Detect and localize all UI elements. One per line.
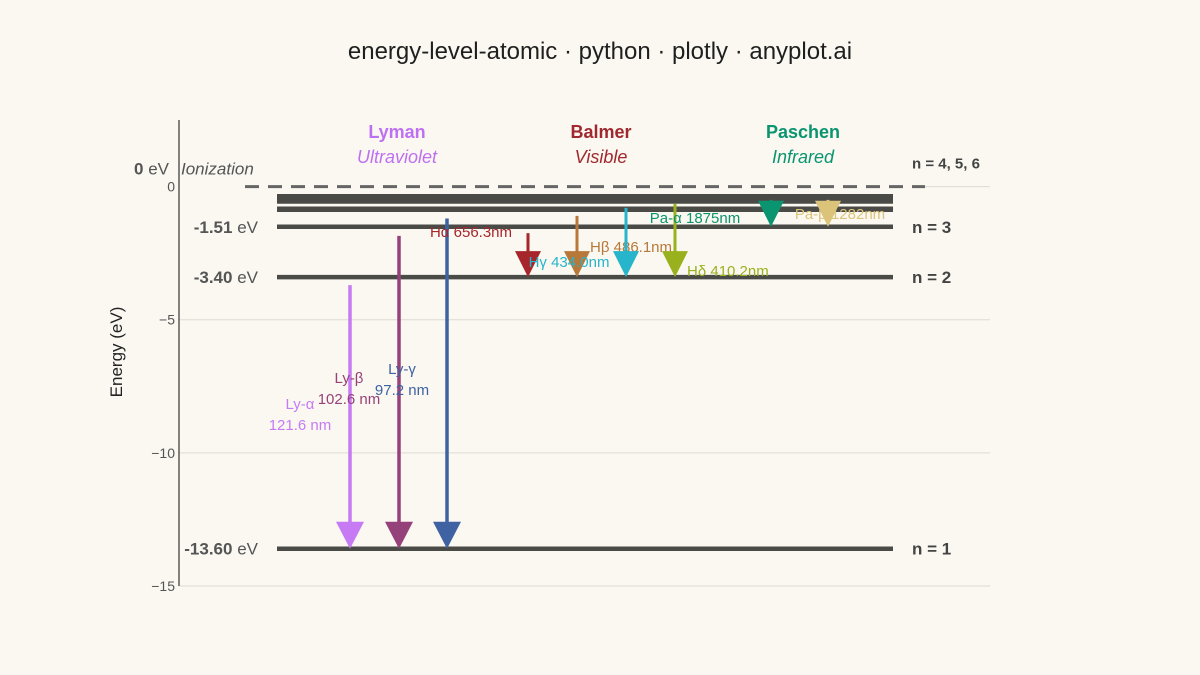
transition-label: Hδ 410.2nm — [687, 263, 769, 280]
ionization-energy-label: 0 eV — [134, 160, 170, 179]
transition-arrow-head — [815, 200, 841, 227]
transition-9: Pa-β 1282nm — [795, 199, 885, 227]
transition-arrow-head — [515, 251, 541, 278]
transition-arrow-head — [385, 521, 413, 549]
transition-wavelength: 102.6 nm — [318, 391, 381, 408]
transition-2: Ly-β 102.6 nm — [318, 235, 413, 549]
series-region-lyman: Ultraviolet — [357, 147, 438, 167]
y-tick-label: −10 — [151, 445, 175, 461]
y-axis: 0 −5 −10 −15 — [151, 120, 180, 594]
transition-8: Pa-α 1875nm — [650, 199, 784, 227]
energy-value: -1.51 — [194, 218, 233, 237]
transition-label: Hγ 434.0nm — [529, 254, 610, 271]
transition-arrow-head — [662, 251, 688, 278]
transition-label: Pa-β 1282nm — [795, 206, 885, 223]
energy-levels: 0 eV Ionization n = 4, 5, 6 -13.60 eV n = 1 -… — [134, 156, 980, 559]
transition-4: Hα 656.3nm — [430, 224, 541, 278]
transition-label: Hβ 486.1nm — [590, 239, 672, 256]
transitions: Ly-α 121.6 nm Ly-β 102.6 nm Ly-γ 97.2 nm Hα 65… — [269, 199, 885, 549]
n-label-n1: n = 1 — [912, 540, 951, 559]
y-tick-label: −15 — [151, 578, 175, 594]
grid-lines — [179, 186, 990, 587]
energy-value: -3.40 — [194, 268, 233, 287]
transition-arrow-head — [564, 251, 590, 278]
y-tick-label: −5 — [159, 312, 175, 328]
series-region-balmer: Visible — [575, 147, 628, 167]
transition-name: Ly-α — [286, 396, 315, 413]
ionization-label: Ionization — [181, 160, 254, 179]
transition-label: Pa-α 1875nm — [650, 210, 740, 227]
transition-label: Hα 656.3nm — [430, 224, 512, 241]
energy-label-n2: -3.40 eV — [194, 268, 259, 287]
energy-unit: eV — [232, 218, 258, 237]
transition-wavelength: 97.2 nm — [375, 382, 429, 399]
n-label-n3: n = 3 — [912, 218, 951, 237]
transition-name: Ly-β — [335, 370, 364, 387]
transition-7: Hδ 410.2nm — [662, 203, 769, 280]
y-axis-label: Energy (eV) — [107, 307, 126, 398]
ionization-energy-unit: eV — [143, 160, 169, 179]
y-tick-label: 0 — [167, 179, 175, 195]
transition-1: Ly-α 121.6 nm — [269, 285, 364, 549]
transition-6: Hγ 434.0nm — [529, 207, 639, 278]
transition-arrow-head — [613, 251, 639, 278]
energy-label-n3: -1.51 eV — [194, 218, 259, 237]
chart-title: energy-level-atomic · python · plotly · … — [348, 38, 852, 65]
transition-arrow-head — [758, 200, 784, 227]
transition-5: Hβ 486.1nm — [564, 215, 672, 278]
ionization-energy-value: 0 — [134, 160, 143, 179]
n-label-n2: n = 2 — [912, 268, 951, 287]
energy-unit: eV — [232, 268, 258, 287]
series-region-paschen: Infrared — [772, 147, 835, 167]
series-headers: Lyman Ultraviolet Balmer Visible Paschen Infr… — [357, 122, 840, 167]
energy-value: -13.60 — [184, 540, 232, 559]
transition-arrow-head — [336, 521, 364, 549]
series-title-lyman: Lyman — [368, 122, 425, 142]
transition-arrow-head — [433, 521, 461, 549]
ionization-n-label: n = 4, 5, 6 — [912, 156, 980, 173]
energy-label-n1: -13.60 eV — [184, 540, 258, 559]
energy-unit: eV — [232, 540, 258, 559]
transition-name: Ly-γ — [388, 361, 416, 378]
series-title-balmer: Balmer — [570, 122, 631, 142]
transition-wavelength: 121.6 nm — [269, 417, 332, 434]
series-title-paschen: Paschen — [766, 122, 840, 142]
transition-3: Ly-γ 97.2 nm — [375, 218, 461, 549]
